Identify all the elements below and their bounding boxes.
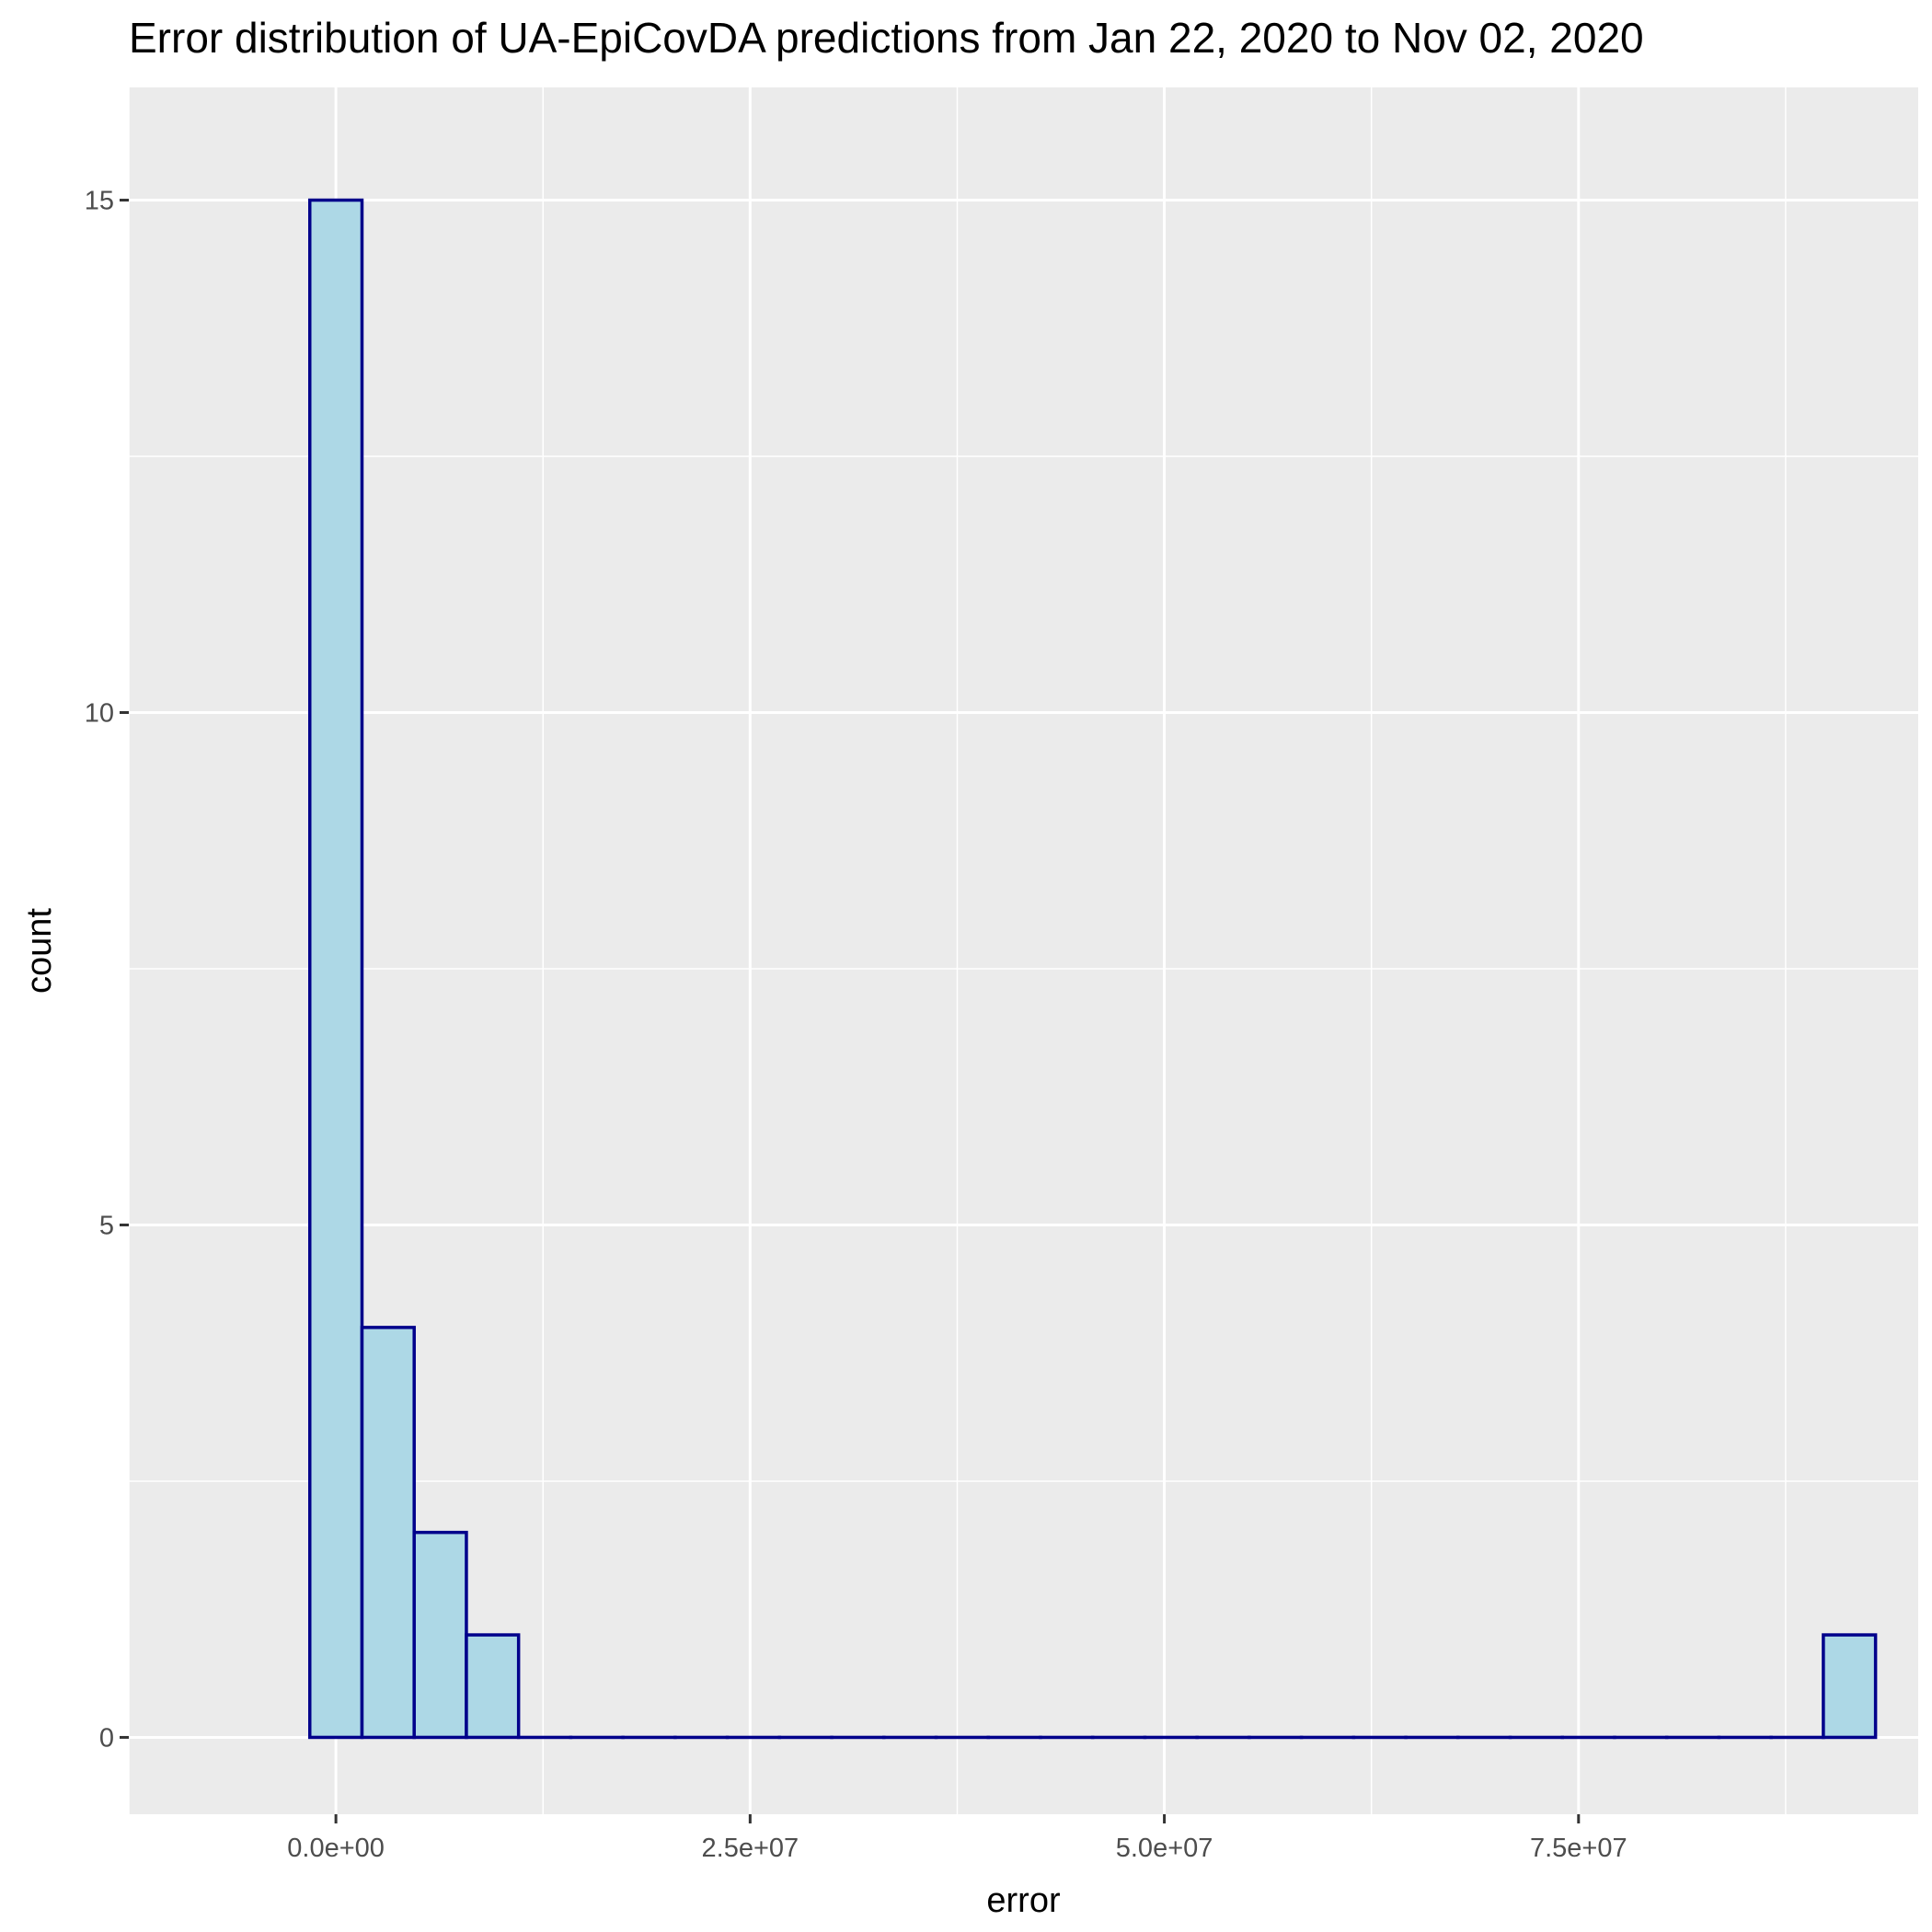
histogram-bar	[362, 1328, 414, 1738]
x-axis-title: error	[986, 1881, 1061, 1920]
y-axis: 0 5 10 15	[85, 187, 129, 1754]
y-tick-label: 10	[85, 699, 114, 729]
y-tick-label: 5	[99, 1211, 114, 1240]
histogram-bar	[1823, 1635, 1876, 1737]
y-axis-title: count	[20, 908, 59, 994]
x-tick-label: 5.0e+07	[1116, 1834, 1213, 1863]
y-tick-label: 0	[99, 1723, 114, 1753]
x-tick-label: 0.0e+00	[287, 1834, 385, 1863]
histogram-bar	[310, 201, 362, 1738]
histogram-bar	[466, 1635, 519, 1737]
histogram-bar	[414, 1533, 466, 1738]
x-tick-label: 2.5e+07	[702, 1834, 799, 1863]
x-axis: 0.0e+00 2.5e+07 5.0e+07 7.5e+07	[287, 1814, 1627, 1863]
y-tick-label: 15	[85, 187, 114, 216]
x-tick-label: 7.5e+07	[1530, 1834, 1627, 1863]
